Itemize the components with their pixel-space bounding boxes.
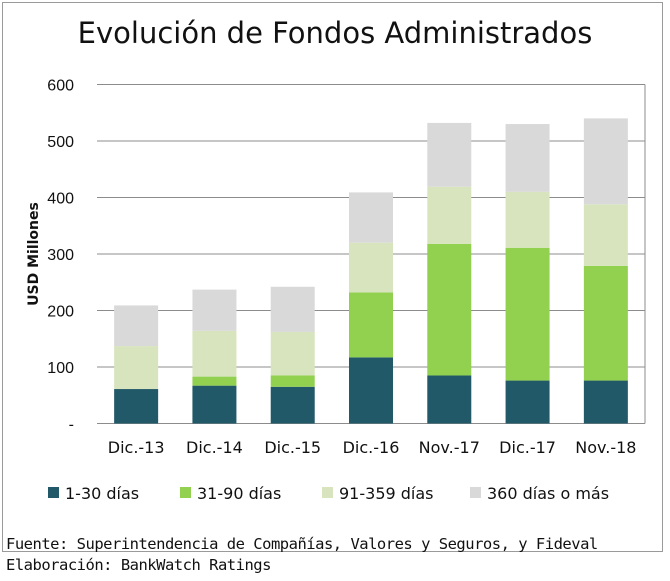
- chart-frame: [2, 2, 663, 552]
- legend-swatch: [470, 487, 481, 498]
- bar-segment: [192, 330, 237, 377]
- bar-segment: [270, 286, 315, 332]
- y-axis-label: USD Millones: [26, 202, 42, 306]
- legend-label: 91-359 días: [339, 484, 434, 503]
- x-tick-label: Dic.-17: [499, 438, 556, 457]
- y-tick-label: 400: [47, 191, 74, 208]
- bar-segment: [270, 331, 315, 376]
- x-tick-label: Nov.-18: [575, 438, 636, 457]
- bar-segment: [583, 265, 628, 381]
- bar-segment: [427, 243, 472, 376]
- bar-segment: [583, 204, 628, 266]
- bar-segment: [270, 386, 315, 424]
- bar-segment: [114, 346, 159, 390]
- legend-label: 360 días o más: [487, 484, 609, 503]
- y-tick-label: 300: [47, 247, 74, 264]
- bar-segment: [114, 305, 159, 347]
- bar-segment: [427, 122, 472, 187]
- y-tick-label: 100: [47, 360, 74, 377]
- bar-segment: [349, 242, 393, 293]
- bar-segment: [505, 124, 550, 192]
- bar-segment: [192, 289, 237, 331]
- legend-swatch: [48, 487, 59, 498]
- x-tick-label: Dic.-13: [108, 438, 165, 457]
- bar-segment: [192, 385, 237, 424]
- bar-segment: [505, 247, 550, 381]
- bar-segment: [583, 118, 628, 205]
- bar-segment: [349, 292, 393, 358]
- y-tick-label: -: [69, 417, 74, 434]
- bar-segment: [583, 380, 628, 424]
- bar-segment: [270, 375, 315, 387]
- x-tick-label: Dic.-14: [186, 438, 243, 457]
- bar-segment: [505, 191, 550, 248]
- legend-swatch: [322, 487, 333, 498]
- chart-title: Evolución de Fondos Administrados: [77, 16, 593, 50]
- bar-segment: [192, 376, 237, 386]
- y-tick-label: 500: [47, 134, 74, 151]
- bar-segment: [349, 192, 393, 243]
- footer-source: Fuente: Superintendencia de Compañías, V…: [6, 535, 598, 553]
- footer-elaboration: Elaboración: BankWatch Ratings: [6, 556, 271, 574]
- legend-label: 1-30 días: [65, 484, 139, 503]
- x-tick-label: Dic.-16: [343, 438, 400, 457]
- bar-segment: [505, 380, 550, 424]
- y-tick-label: 600: [47, 78, 74, 95]
- bar-segment: [114, 389, 159, 424]
- x-tick-label: Nov.-17: [419, 438, 480, 457]
- stacked-bar-chart: USD Millones - 100 200 300 400 500 600 Dic.-13 D…: [26, 78, 646, 503]
- y-tick-label: 200: [47, 304, 74, 321]
- bar-segment: [427, 375, 472, 424]
- x-tick-label: Dic.-15: [264, 438, 321, 457]
- bar-segment: [427, 186, 472, 244]
- legend-label: 31-90 días: [197, 484, 281, 503]
- legend-swatch: [180, 487, 191, 498]
- bar-segment: [349, 357, 393, 424]
